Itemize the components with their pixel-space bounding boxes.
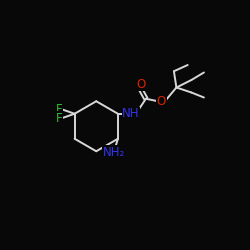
Text: O: O [136, 78, 145, 91]
Text: F: F [56, 112, 62, 124]
Text: NH₂: NH₂ [103, 146, 125, 159]
Text: NH: NH [122, 107, 140, 120]
Text: O: O [157, 95, 166, 108]
Text: F: F [56, 103, 62, 116]
